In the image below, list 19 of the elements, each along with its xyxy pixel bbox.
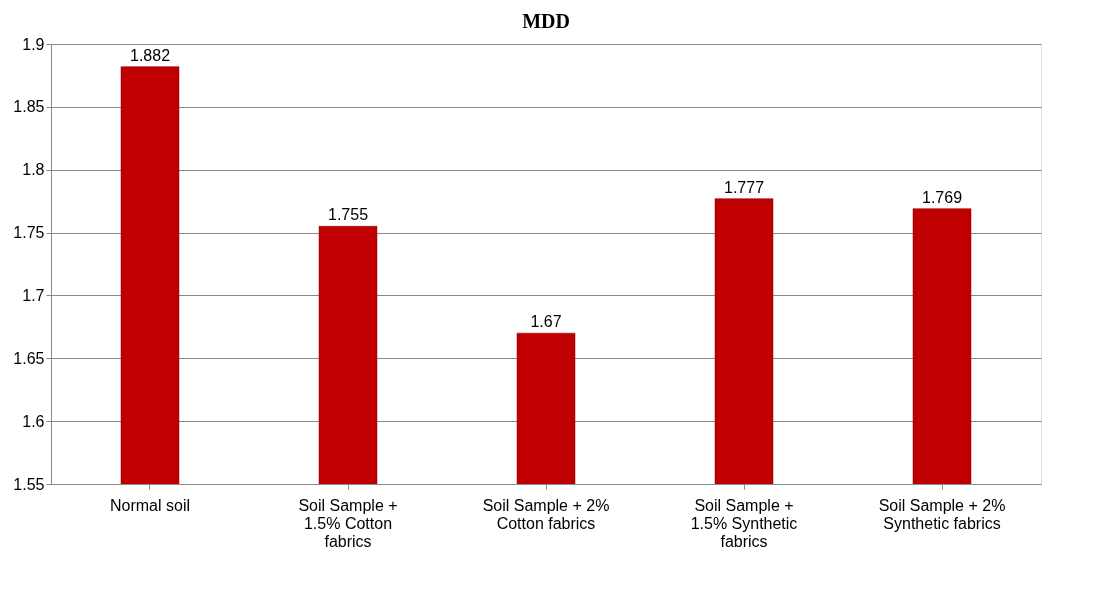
- data-label: 1.882: [129, 46, 171, 64]
- data-label: 1.777: [723, 178, 765, 196]
- y-tick-label: 1.85: [13, 98, 45, 116]
- x-tick-label: Soil Sample + 1.5% Synthetic fabrics: [690, 496, 798, 550]
- y-tick-label: 1.65: [13, 349, 45, 367]
- data-label: 1.67: [530, 313, 562, 331]
- data-label: 1.755: [327, 206, 369, 224]
- data-label: 1.769: [921, 188, 963, 206]
- y-tick-label: 1.55: [13, 475, 45, 493]
- y-tick-label: 1.6: [22, 412, 45, 430]
- y-tick-label: 1.7: [22, 286, 45, 304]
- x-tick-label: Soil Sample + 2% Cotton fabrics: [482, 496, 610, 532]
- x-tick-label: Soil Sample + 2% Synthetic fabrics: [878, 496, 1006, 532]
- y-tick-label: 1.9: [22, 35, 45, 53]
- chart-title: MDD: [522, 10, 570, 32]
- y-tick-label: 1.75: [13, 224, 45, 242]
- y-tick-label: 1.8: [22, 161, 45, 179]
- x-tick-label: Soil Sample + 1.5% Cotton fabrics: [298, 496, 398, 550]
- x-tick-label: Normal soil: [109, 496, 191, 514]
